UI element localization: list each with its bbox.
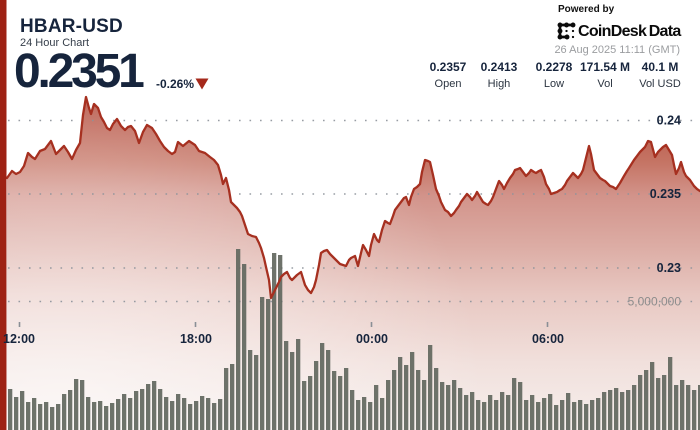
svg-text:06:00: 06:00 xyxy=(532,332,564,346)
svg-text:12:00: 12:00 xyxy=(3,332,35,346)
svg-text:0.23: 0.23 xyxy=(657,261,681,275)
svg-text:0.24: 0.24 xyxy=(657,114,681,128)
svg-text:00:00: 00:00 xyxy=(356,332,388,346)
svg-text:18:00: 18:00 xyxy=(180,332,212,346)
svg-text:5,000,000: 5,000,000 xyxy=(628,295,682,309)
svg-text:0.235: 0.235 xyxy=(650,187,681,201)
